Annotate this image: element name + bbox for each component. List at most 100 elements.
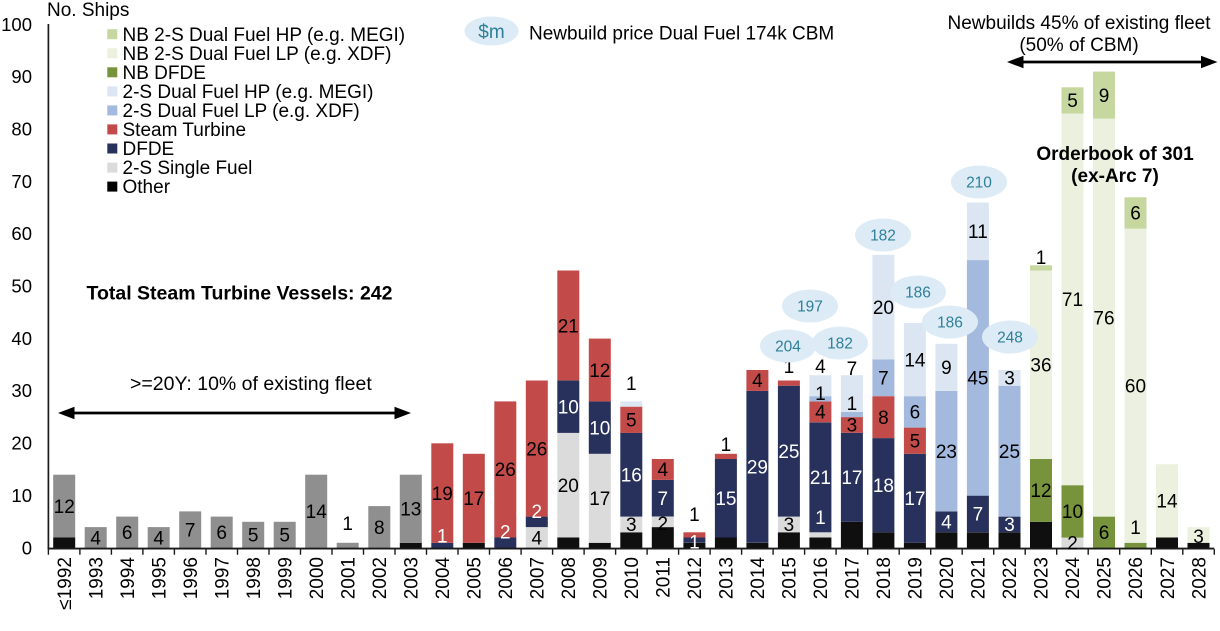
svg-text:2026: 2026 [1126, 557, 1147, 599]
svg-text:2017: 2017 [843, 557, 864, 599]
svg-text:1: 1 [1130, 518, 1141, 539]
svg-text:4: 4 [815, 357, 826, 378]
svg-text:1995: 1995 [149, 557, 170, 599]
svg-text:60: 60 [11, 223, 32, 244]
svg-text:Orderbook of 301: Orderbook of 301 [1036, 144, 1194, 165]
svg-text:21: 21 [810, 468, 831, 489]
svg-text:DFDE: DFDE [123, 139, 175, 160]
svg-text:8: 8 [878, 408, 889, 429]
svg-text:13: 13 [400, 500, 421, 521]
svg-text:40: 40 [11, 328, 32, 349]
svg-text:NB DFDE: NB DFDE [123, 63, 206, 84]
svg-text:NB 2-S Dual Fuel HP (e.g. MEGI: NB 2-S Dual Fuel HP (e.g. MEGI) [123, 25, 406, 46]
svg-text:10: 10 [589, 418, 610, 439]
svg-text:9: 9 [941, 358, 952, 379]
svg-text:Other: Other [123, 177, 171, 198]
svg-text:6: 6 [1099, 523, 1110, 544]
svg-text:17: 17 [463, 489, 484, 510]
svg-text:10: 10 [11, 485, 32, 506]
svg-text:0: 0 [22, 537, 32, 558]
svg-text:2020: 2020 [937, 557, 958, 599]
svg-text:2025: 2025 [1095, 557, 1116, 599]
svg-text:2028: 2028 [1189, 557, 1210, 599]
svg-text:3: 3 [847, 416, 858, 437]
svg-text:248: 248 [997, 330, 1023, 347]
svg-text:5: 5 [910, 431, 921, 452]
svg-text:2018: 2018 [874, 557, 895, 599]
svg-text:26: 26 [526, 439, 547, 460]
svg-text:2009: 2009 [591, 557, 612, 599]
svg-text:2: 2 [532, 502, 543, 523]
svg-text:Newbuilds 45% of existing flee: Newbuilds 45% of existing fleet [948, 13, 1212, 34]
svg-text:20: 20 [558, 476, 579, 497]
svg-text:>=20Y: 10% of existing fleet: >=20Y: 10% of existing fleet [130, 373, 372, 395]
svg-text:20: 20 [11, 433, 32, 454]
svg-text:2: 2 [658, 514, 669, 535]
svg-text:45: 45 [967, 369, 988, 390]
svg-text:19: 19 [432, 484, 453, 505]
svg-text:4: 4 [815, 403, 826, 424]
svg-text:3: 3 [1004, 369, 1015, 390]
svg-text:18: 18 [873, 476, 894, 497]
svg-text:2000: 2000 [307, 557, 328, 599]
svg-text:80: 80 [11, 119, 32, 140]
svg-text:197: 197 [797, 299, 823, 316]
svg-text:1998: 1998 [244, 557, 265, 599]
svg-text:186: 186 [905, 285, 931, 302]
svg-text:90: 90 [11, 66, 32, 87]
svg-text:9: 9 [1099, 86, 1110, 107]
svg-text:11: 11 [968, 222, 988, 243]
svg-text:50: 50 [11, 276, 32, 297]
svg-text:36: 36 [1030, 356, 1051, 377]
svg-text:3: 3 [1193, 527, 1204, 548]
svg-text:14: 14 [306, 502, 328, 523]
svg-text:1: 1 [815, 384, 826, 405]
svg-text:21: 21 [558, 316, 579, 337]
svg-text:1: 1 [847, 394, 858, 415]
svg-text:2023: 2023 [1032, 557, 1053, 599]
svg-text:1: 1 [689, 505, 700, 526]
svg-text:Newbuild price Dual Fuel 174k: Newbuild price Dual Fuel 174k CBM [529, 24, 834, 45]
svg-text:8: 8 [374, 518, 385, 539]
svg-text:10: 10 [558, 397, 579, 418]
svg-text:1997: 1997 [213, 557, 234, 599]
svg-text:2021: 2021 [969, 557, 990, 599]
svg-text:15: 15 [715, 489, 736, 510]
svg-text:1: 1 [784, 357, 795, 378]
svg-text:1993: 1993 [86, 557, 107, 599]
svg-text:6: 6 [122, 523, 133, 544]
svg-text:3: 3 [1004, 515, 1015, 536]
svg-text:6: 6 [910, 403, 921, 424]
svg-text:4: 4 [658, 460, 669, 481]
svg-text:1: 1 [437, 527, 448, 548]
svg-text:14: 14 [1156, 492, 1178, 513]
svg-text:60: 60 [1125, 377, 1146, 398]
svg-text:2011: 2011 [654, 557, 675, 598]
svg-text:2015: 2015 [780, 557, 801, 599]
svg-text:16: 16 [621, 466, 642, 487]
svg-text:12: 12 [589, 361, 610, 382]
svg-text:12: 12 [54, 497, 75, 518]
svg-text:2005: 2005 [465, 557, 486, 599]
svg-text:17: 17 [841, 468, 862, 489]
svg-text:4: 4 [153, 528, 164, 549]
svg-text:2014: 2014 [748, 557, 769, 600]
svg-text:204: 204 [775, 339, 801, 356]
svg-text:1: 1 [1036, 248, 1047, 269]
svg-text:25: 25 [778, 442, 799, 463]
svg-text:No. Ships: No. Ships [47, 0, 129, 21]
svg-text:5: 5 [248, 526, 259, 547]
svg-text:3: 3 [784, 515, 795, 536]
svg-text:NB 2-S Dual Fuel LP (e.g. XDF): NB 2-S Dual Fuel LP (e.g. XDF) [123, 44, 392, 65]
svg-text:6: 6 [1130, 204, 1141, 225]
svg-text:100: 100 [1, 14, 32, 35]
svg-text:2019: 2019 [906, 557, 927, 599]
svg-text:5: 5 [626, 411, 637, 432]
svg-text:7: 7 [658, 489, 669, 510]
svg-text:1: 1 [626, 374, 637, 395]
svg-text:17: 17 [904, 489, 925, 510]
svg-text:4: 4 [90, 528, 101, 549]
svg-text:Total Steam Turbine Vessels: 2: Total Steam Turbine Vessels: 242 [87, 283, 393, 305]
svg-text:23: 23 [936, 442, 957, 463]
svg-text:4: 4 [752, 371, 763, 392]
